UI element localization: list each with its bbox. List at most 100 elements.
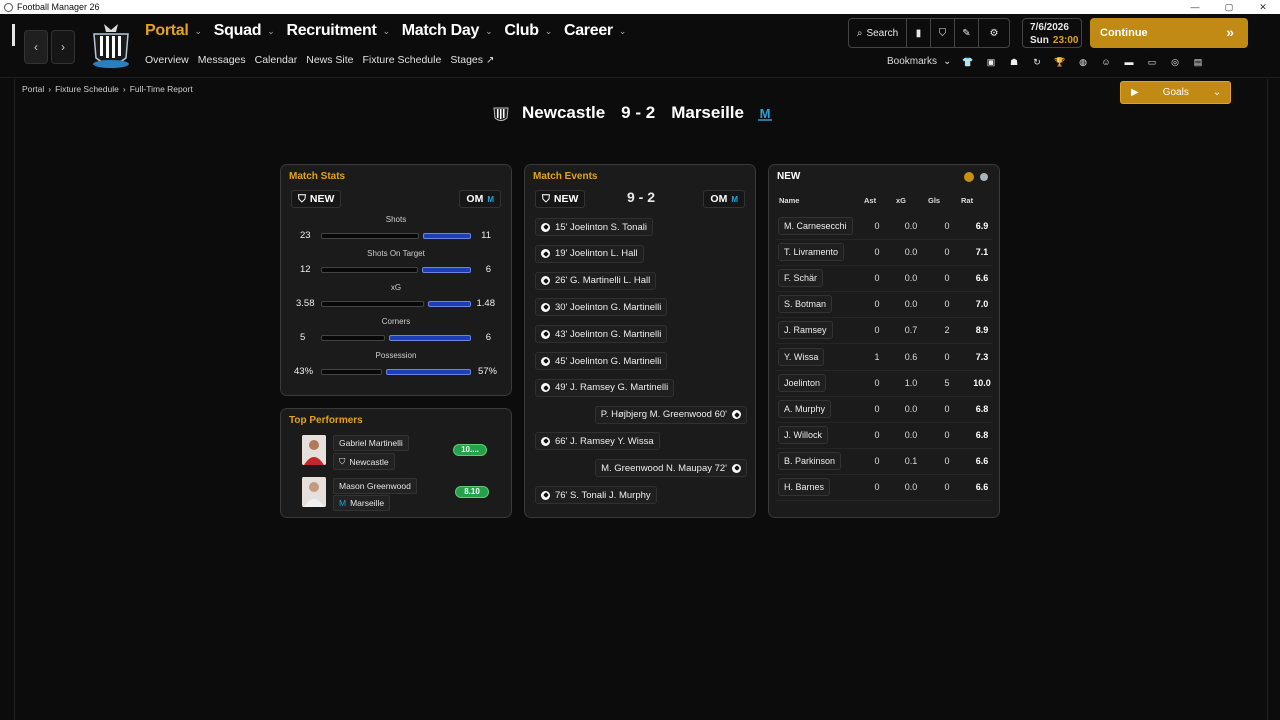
edit-button[interactable]: ✎ [955, 19, 979, 47]
performer-name[interactable]: Mason Greenwood [333, 478, 417, 494]
player-goals: 0 [944, 455, 950, 466]
player-xg: 0.6 [904, 351, 918, 362]
goal-event[interactable]: 49' J. Ramsey G. Martinelli [535, 378, 675, 397]
nav-recruitment[interactable]: Recruitment ⌄ [286, 22, 390, 40]
goal-event[interactable]: 45' Joelinton G. Martinelli [535, 352, 668, 370]
player-assists: 0 [874, 482, 880, 492]
stat-home-value: 43% [294, 366, 314, 377]
performer-club[interactable]: M Marseille [333, 495, 391, 511]
svg-text:M: M [760, 106, 771, 121]
player-name[interactable]: Joelinton [778, 373, 827, 392]
stat-home-value: 3.58 [296, 298, 315, 309]
goal-event[interactable]: P. Højbjerg M. Greenwood 60' [594, 405, 747, 424]
breadcrumb-portal[interactable]: Portal [22, 84, 45, 94]
marseille-badge-icon: M [339, 498, 347, 508]
performer-club[interactable]: ⛉ Newcastle [333, 453, 395, 470]
close-icon[interactable]: ✕ [1259, 2, 1267, 12]
club-crest-icon[interactable] [86, 20, 136, 72]
goal-event[interactable]: 76' S. Tonali J. Murphy [535, 486, 657, 504]
team-toggle-home[interactable] [964, 172, 974, 182]
minimize-icon[interactable]: — [1190, 2, 1200, 12]
nav-match-day[interactable]: Match Day ⌄ [402, 22, 493, 40]
chevron-right-icon: › [61, 40, 65, 54]
goal-event[interactable]: M. Greenwood N. Maupay 72' [595, 459, 747, 478]
subnav-stages[interactable]: Stages ↗ [450, 54, 494, 66]
player-name[interactable]: A. Murphy [778, 399, 832, 418]
nav-career[interactable]: Career ⌄ [564, 22, 626, 40]
stat-away-bar [386, 369, 471, 375]
trophy-icon[interactable]: 🏆 [1054, 57, 1066, 67]
column-header-gls[interactable]: Gls [928, 196, 941, 205]
nav-portal[interactable]: Portal ⌄ [145, 22, 202, 40]
back-button[interactable]: ‹ [24, 30, 48, 64]
bookmarks-dropdown[interactable]: Bookmarks ⌄ [887, 56, 951, 67]
coins-icon[interactable]: ◎ [1171, 57, 1179, 67]
chat-icon[interactable]: ▬ [1124, 57, 1134, 67]
player-photo[interactable] [302, 477, 326, 507]
maximize-icon[interactable]: ▢ [1224, 2, 1234, 12]
column-header-rat[interactable]: Rat [961, 196, 974, 205]
column-header-xg[interactable]: xG [896, 196, 907, 205]
stat-home-bar [321, 369, 382, 375]
subnav-calendar[interactable]: Calendar [254, 54, 298, 66]
player-name[interactable]: J. Willock [778, 425, 828, 444]
goals-dropdown-button[interactable]: ▶ Goals ⌄ [1120, 81, 1231, 104]
away-team-chip[interactable]: OM M [459, 190, 501, 208]
column-header-name[interactable]: Name [779, 196, 800, 205]
player-name[interactable]: M. Carnesecchi [778, 217, 853, 235]
player-name[interactable]: F. Schär [778, 269, 824, 288]
kit-icon[interactable]: 👕 [962, 57, 974, 67]
player-name[interactable]: B. Parkinson [778, 451, 842, 470]
performer-name[interactable]: Gabriel Martinelli [333, 435, 409, 451]
stat-label: Corners [381, 317, 411, 326]
away-team-chip[interactable]: OM M [703, 190, 745, 208]
goal-event[interactable]: 66' J. Ramsey Y. Wissa [535, 432, 660, 451]
goal-event[interactable]: 15' Joelinton S. Tonali [535, 218, 653, 236]
player-name[interactable]: J. Ramsey [778, 321, 833, 340]
subnav-news-site[interactable]: News Site [306, 54, 354, 66]
goal-event[interactable]: 19' Joelinton L. Hall [535, 244, 644, 263]
search-button[interactable]: ⌕ Search [849, 19, 907, 47]
home-team-chip[interactable]: ⛉ NEW [291, 190, 342, 208]
player-xg: 0.0 [904, 299, 918, 310]
subnav-messages[interactable]: Messages [197, 54, 246, 66]
player-name[interactable]: S. Botman [778, 295, 833, 314]
player-name[interactable]: H. Barnes [778, 478, 831, 496]
player-goals: 5 [944, 377, 950, 388]
group-icon[interactable]: ☺ [1101, 57, 1111, 67]
sidebar-toggle-marker[interactable] [12, 24, 15, 46]
continue-button[interactable]: Continue » [1090, 18, 1248, 48]
player-name[interactable]: Y. Wissa [778, 347, 825, 366]
nav-club[interactable]: Club ⌄ [504, 22, 552, 40]
ball-icon[interactable]: ◍ [1079, 57, 1087, 67]
goal-event[interactable]: 30' Joelinton G. Martinelli [535, 298, 668, 317]
people-icon[interactable]: ☗ [1009, 57, 1019, 67]
clipboard-icon[interactable]: ▣ [986, 57, 996, 67]
subnav-overview[interactable]: Overview [145, 54, 189, 66]
team-toggle-away[interactable] [980, 173, 988, 181]
stat-away-bar [422, 267, 471, 273]
shield-button[interactable]: ⛉ [931, 19, 955, 47]
column-header-ast[interactable]: Ast [864, 196, 877, 205]
match-events-panel: Match Events ⛉ NEW 9 - 2 OM M 15' Joelinto… [524, 164, 756, 518]
newcastle-badge-icon: ⛉ [339, 456, 346, 466]
ticket-icon[interactable]: ▭ [1147, 57, 1157, 67]
document-icon[interactable]: ▤ [1193, 57, 1203, 67]
player-assists: 0 [874, 247, 880, 258]
breadcrumb-fixture-schedule[interactable]: Fixture Schedule [55, 84, 119, 94]
home-team-chip[interactable]: ⛉ NEW [535, 190, 586, 208]
refresh-icon[interactable]: ↻ [1033, 57, 1041, 67]
notes-button[interactable]: ▮ [907, 19, 931, 47]
goal-event[interactable]: 26' G. Martinelli L. Hall [535, 271, 657, 290]
goal-event[interactable]: 43' Joelinton G. Martinelli [535, 325, 668, 344]
player-name[interactable]: T. Livramento [778, 243, 845, 262]
settings-button[interactable]: ⚙ [979, 19, 1009, 47]
player-photo[interactable] [302, 435, 326, 465]
game-date[interactable]: 7/6/2026 Sun 23:00 [1022, 18, 1082, 48]
stat-home-value: 12 [300, 264, 311, 275]
player-goals: 0 [944, 221, 950, 231]
top-navigation-bar: ‹ › Portal ⌄ Squad ⌄ Recruitment ⌄ Match Da… [0, 14, 1280, 78]
subnav-fixture-schedule[interactable]: Fixture Schedule [362, 54, 442, 66]
nav-squad[interactable]: Squad ⌄ [214, 22, 275, 40]
forward-button[interactable]: › [51, 30, 75, 64]
